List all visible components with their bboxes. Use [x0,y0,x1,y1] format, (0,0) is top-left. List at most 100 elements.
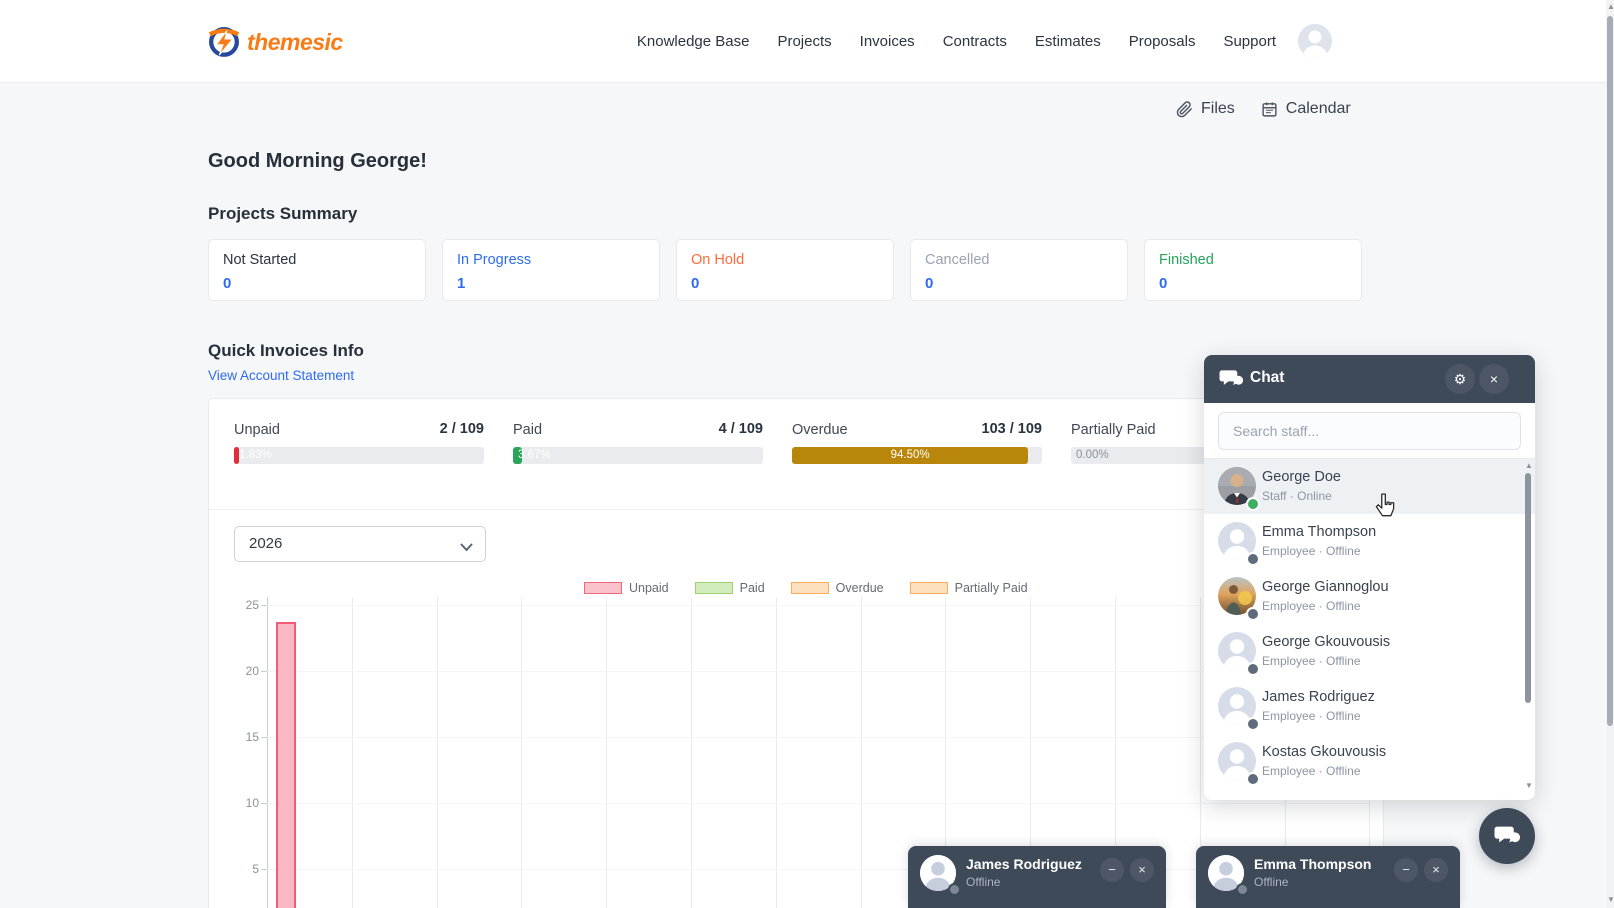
summary-card-finished[interactable]: Finished 0 [1144,239,1362,301]
chart-bar-unpaid[interactable] [276,622,296,908]
online-status-dot [1246,497,1260,511]
close-icon: × [1138,862,1146,877]
chat-bubbles-icon [1219,368,1244,396]
legend-item-paid[interactable]: Paid [694,581,765,595]
legend-label: Partially Paid [954,581,1028,595]
summary-card-not-started[interactable]: Not Started 0 [208,239,426,301]
page-scroll-up-icon[interactable]: ▲ [1607,2,1614,11]
chart-ytick [261,737,267,738]
contact-name: George Doe [1262,469,1341,485]
chat-contact-row[interactable]: Emma Thompson Employee · Offline [1204,514,1535,569]
chat-launcher-button[interactable] [1479,808,1535,864]
contact-name: George Giannoglou [1262,579,1389,595]
chat-window-minimize-button[interactable]: − [1100,858,1124,882]
chart-gridline-v [691,597,692,908]
chat-search-input[interactable] [1218,412,1521,450]
summary-card-on-hold[interactable]: On Hold 0 [676,239,894,301]
invoice-stat-count: 4 / 109 [718,421,763,437]
user-avatar[interactable] [1298,24,1332,58]
summary-card-in-progress[interactable]: In Progress 1 [442,239,660,301]
chat-window-emma-thompson[interactable]: Emma Thompson Offline − × [1196,846,1460,908]
chat-settings-button[interactable]: ⚙ [1445,364,1475,394]
brand-logo[interactable]: themesic [205,21,343,64]
contact-name: Kostas Gkouvousis [1262,744,1387,760]
summary-card-cancelled[interactable]: Cancelled 0 [910,239,1128,301]
chat-window-close-button[interactable]: × [1424,858,1448,882]
nav-item-invoices[interactable]: Invoices [859,32,915,50]
offline-status-dot [1246,552,1260,566]
chart-gridline-v [267,597,268,908]
chat-list-scrollbar[interactable] [1525,473,1531,703]
legend-label: Unpaid [629,581,669,595]
chat-scroll-up-icon[interactable]: ▲ [1525,461,1533,470]
chat-scroll-down-icon[interactable]: ▼ [1525,781,1533,790]
invoice-stat-label: Unpaid [234,422,280,438]
invoice-progress-fill [234,447,239,464]
summary-card-label: Cancelled [925,252,990,268]
page-scrollbar-thumb[interactable] [1607,16,1613,726]
nav-item-projects[interactable]: Projects [777,32,832,50]
summary-card-value: 0 [1159,275,1168,292]
legend-item-unpaid[interactable]: Unpaid [584,581,669,595]
chat-bubbles-icon [1494,826,1521,843]
chat-contact-row[interactable]: George Gkouvousis Employee · Offline [1204,624,1535,679]
mouse-cursor-hand [1372,492,1398,525]
year-select[interactable]: 2026 [234,526,486,562]
page-scroll-down-icon[interactable]: ▼ [1607,895,1614,904]
view-account-statement-link[interactable]: View Account Statement [208,368,355,383]
nav-item-contracts[interactable]: Contracts [942,32,1007,50]
nav-item-knowledge-base[interactable]: Knowledge Base [636,32,750,50]
chat-panel: Chat ⚙ × George Doe Staff · Online Emma Th… [1204,355,1535,800]
offline-status-dot [1246,717,1260,731]
chart-gridline-h [267,671,1369,672]
gear-icon: ⚙ [1453,371,1467,387]
invoice-progress-percent: 1.83% [239,449,272,461]
chat-window-james-rodriguez[interactable]: James Rodriguez Offline − × [908,846,1166,908]
contact-meta: Employee · Offline [1262,654,1361,668]
chat-window-close-button[interactable]: × [1130,858,1154,882]
invoice-stat-label: Paid [513,422,543,438]
nav-item-support[interactable]: Support [1223,32,1276,50]
nav-item-estimates[interactable]: Estimates [1034,32,1101,50]
projects-summary-title: Projects Summary [208,204,358,223]
calendar-icon [1261,101,1278,118]
chart-gridline-h [267,869,1369,870]
card-divider [209,509,1383,510]
invoice-stat-label: Partially Paid [1071,422,1156,438]
chat-contact-row[interactable]: James Rodriguez Employee · Offline [1204,679,1535,734]
chart-ytick-label: 20 [245,664,259,678]
chart-gridline-v [352,597,353,908]
chat-contact-row[interactable]: Kostas Gkouvousis Employee · Offline [1204,734,1535,789]
summary-card-label: On Hold [691,252,745,268]
summary-card-label: Finished [1159,252,1214,268]
contact-name: George Gkouvousis [1262,634,1391,650]
chat-window-minimize-button[interactable]: − [1394,858,1418,882]
chat-close-button[interactable]: × [1479,364,1509,394]
legend-item-overdue[interactable]: Overdue [790,581,884,595]
close-icon: × [1489,371,1499,387]
summary-card-value: 0 [223,275,232,292]
chart-gridline-v [776,597,777,908]
chat-contact-row[interactable]: George Giannoglou Employee · Offline [1204,569,1535,624]
chart-gridline-v [1200,597,1201,908]
calendar-link[interactable]: Calendar [1261,100,1351,118]
nav-item-proposals[interactable]: Proposals [1128,32,1196,50]
chart-ytick [261,605,267,606]
chat-window-name: James Rodriguez [966,856,1082,872]
contact-name: Emma Thompson [1262,524,1377,540]
contact-meta: Employee · Offline [1262,599,1361,613]
legend-item-partially-paid[interactable]: Partially Paid [909,581,1028,595]
projects-summary-cards: Not Started 0 In Progress 1 On Hold 0 Cancelle… [208,239,1362,301]
summary-card-value: 0 [691,275,700,292]
invoices-card: Unpaid 2 / 109 1.83% Paid 4 / 109 3.67% Overdu… [208,398,1384,908]
chart-gridline-v [1030,597,1031,908]
main-nav: Knowledge Base Projects Invoices Contracts E… [637,0,1276,82]
brand-name: themesic [247,29,343,55]
chart-gridline-h [267,803,1369,804]
invoice-progress-percent: 94.50% [890,449,930,461]
chat-contact-row[interactable]: George Doe Staff · Online [1204,459,1535,514]
calendar-label: Calendar [1285,100,1351,117]
offline-status-dot [1236,883,1249,896]
files-link[interactable]: Files [1176,100,1235,118]
